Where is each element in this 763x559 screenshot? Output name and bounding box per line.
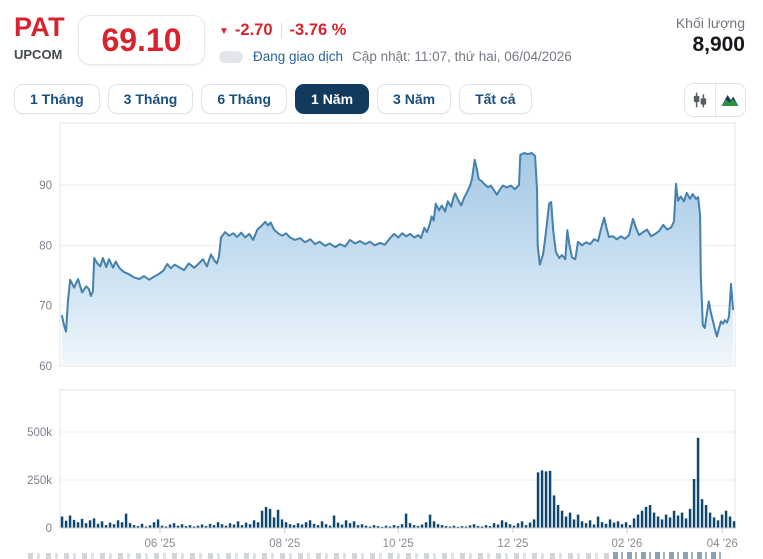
svg-text:0: 0 [46, 523, 52, 535]
volume-bars [60, 437, 736, 528]
svg-text:60: 60 [39, 361, 52, 373]
x-axis-labels: 06 '25 08 '25 10 '25 12 '25 02 '26 04 '26 [144, 528, 738, 550]
volume-value: 8,900 [692, 33, 745, 56]
ticker-symbol: PAT [14, 12, 65, 42]
chart-area[interactable]: 90 80 70 60 500k 250k 0 06 '25 08 '25 10 '25 12 '2… [0, 118, 763, 559]
cropped-text-row-dark [613, 552, 723, 559]
tab-1-nam[interactable]: 1 Năm [295, 84, 370, 114]
svg-text:12 '25: 12 '25 [497, 538, 528, 550]
tab-3-thang[interactable]: 3 Tháng [107, 84, 194, 114]
price-y-axis-labels: 90 80 70 60 [39, 180, 52, 373]
svg-text:90: 90 [39, 180, 52, 192]
current-price-value: 69.10 [101, 21, 182, 58]
tab-tat-ca[interactable]: Tất cả [459, 84, 532, 114]
area-chart-icon [721, 95, 739, 106]
svg-text:06 '25: 06 '25 [144, 538, 175, 550]
svg-text:08 '25: 08 '25 [269, 538, 300, 550]
price-volume-chart[interactable]: 90 80 70 60 500k 250k 0 06 '25 08 '25 10 '25 12 '2… [0, 118, 763, 559]
svg-text:10 '25: 10 '25 [383, 538, 414, 550]
chart-type-switcher [684, 83, 746, 117]
change-percent: -3.76 % [289, 21, 347, 39]
trading-status: Đang giao dịch [253, 49, 344, 64]
updated-timestamp: Cập nhật: 11:07, thứ hai, 06/04/2026 [352, 49, 572, 64]
svg-text:70: 70 [39, 301, 52, 313]
svg-text:80: 80 [39, 240, 52, 252]
volume-gridlines [60, 431, 735, 481]
volume-y-axis-labels: 500k 250k 0 [27, 427, 52, 535]
status-toggle[interactable] [219, 50, 243, 63]
price-change: ▼ -2.70 -3.76 % [219, 21, 346, 40]
down-arrow-icon: ▼ [219, 26, 229, 37]
candlestick-icon [693, 92, 706, 108]
candlestick-chart-button[interactable] [685, 84, 715, 116]
range-tabs: 1 Tháng 3 Tháng 6 Tháng 1 Năm 3 Năm Tất … [14, 84, 532, 114]
price-line-series [61, 152, 734, 338]
cropped-text-row [28, 553, 613, 559]
tab-1-thang[interactable]: 1 Tháng [14, 84, 100, 114]
svg-text:04 '26: 04 '26 [707, 538, 738, 550]
area-chart-button[interactable] [714, 84, 746, 116]
status-row: Đang giao dịch Cập nhật: 11:07, thứ hai,… [219, 49, 572, 64]
tab-6-thang[interactable]: 6 Tháng [201, 84, 288, 114]
svg-text:250k: 250k [27, 475, 52, 487]
tab-3-nam[interactable]: 3 Năm [377, 84, 452, 114]
svg-text:500k: 500k [27, 427, 52, 439]
svg-text:02 '26: 02 '26 [611, 538, 642, 550]
exchange-label: UPCOM [14, 47, 63, 62]
volume-plot-border [59, 389, 736, 529]
current-price: 69.10 [78, 15, 205, 65]
price-area-fill [62, 153, 733, 366]
volume-label: Khối lượng [675, 15, 745, 31]
change-value: -2.70 [234, 21, 273, 39]
divider [280, 22, 282, 39]
